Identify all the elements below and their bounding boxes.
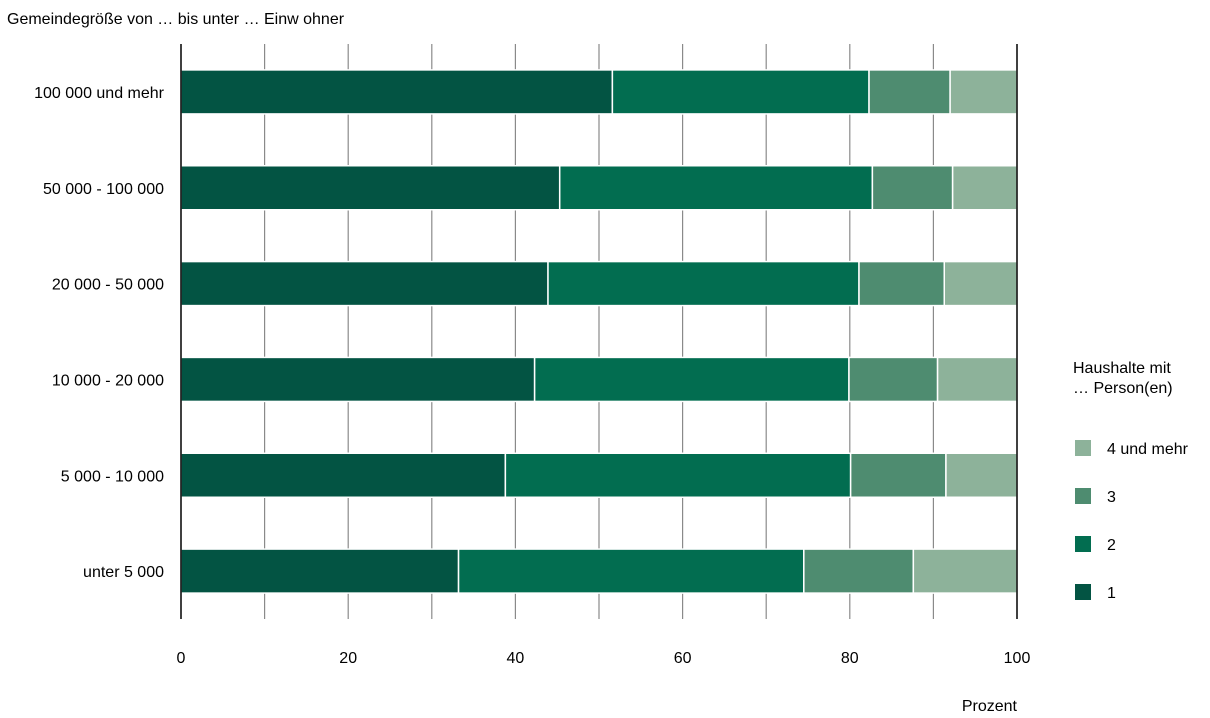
legend: Haushalte mit … Person(en) 4 und mehr 3 2 1: [1073, 360, 1189, 602]
category-label: 50 000 - 100 000: [43, 181, 164, 198]
legend-label: 4 und mehr: [1107, 441, 1189, 458]
category-label: 100 000 und mehr: [34, 85, 165, 102]
bar-segment: [180, 165, 561, 211]
legend-swatch: [1075, 536, 1091, 552]
x-tick-label: 20: [339, 650, 357, 667]
bar-segment: [180, 69, 614, 115]
bar-segment: [558, 165, 874, 211]
bar-segment: [849, 452, 947, 498]
bar-segment: [936, 356, 1018, 403]
bar-segment: [803, 548, 915, 594]
bar-segment: [951, 165, 1018, 211]
legend-label: 3: [1107, 489, 1116, 506]
gridlines: [264, 44, 935, 619]
bar-segment: [180, 548, 460, 594]
legend-swatch: [1075, 440, 1091, 456]
bar-segment: [504, 452, 852, 498]
category-label: 10 000 - 20 000: [52, 372, 164, 389]
bar-segment: [912, 548, 1018, 594]
x-tick-label: 80: [841, 650, 859, 667]
bar-segment: [547, 260, 860, 307]
category-label: 5 000 - 10 000: [61, 468, 164, 485]
legend-swatch: [1075, 488, 1091, 504]
legend-swatch: [1075, 584, 1091, 600]
bar-segment: [945, 452, 1018, 498]
bar-segment: [848, 356, 939, 403]
legend-label: 1: [1107, 585, 1116, 602]
bars: [180, 69, 1018, 594]
bar-segment: [611, 69, 870, 115]
bar-segment: [180, 260, 549, 307]
axes: [180, 44, 1018, 619]
bar-segment: [868, 69, 951, 115]
x-tick-label: 100: [1004, 650, 1031, 667]
bar-segment: [180, 356, 536, 403]
x-axis-label: Prozent: [962, 698, 1018, 715]
bar-segment: [858, 260, 946, 307]
x-tick-label: 40: [507, 650, 525, 667]
x-tick-label: 60: [674, 650, 692, 667]
bar-segment: [943, 260, 1018, 307]
category-label: 20 000 - 50 000: [52, 277, 164, 294]
x-tick-label: 0: [177, 650, 186, 667]
category-labels: 100 000 und mehr 50 000 - 100 000 20 000 -…: [34, 85, 165, 581]
bar-segment: [871, 165, 954, 211]
legend-title-line-1: Haushalte mit: [1073, 360, 1171, 377]
legend-title-line-2: … Person(en): [1073, 380, 1173, 397]
bar-segment: [949, 69, 1018, 115]
category-label: unter 5 000: [83, 564, 164, 581]
bar-segment: [533, 356, 850, 403]
legend-label: 2: [1107, 537, 1116, 554]
legend-items: 4 und mehr 3 2 1: [1075, 440, 1189, 602]
bar-segment: [457, 548, 805, 594]
x-tick-labels: 0 20 40 60 80 100: [177, 650, 1031, 667]
bar-segment: [180, 452, 507, 498]
chart-title: Gemeindegröße von … bis unter … Einw ohn…: [7, 11, 345, 28]
